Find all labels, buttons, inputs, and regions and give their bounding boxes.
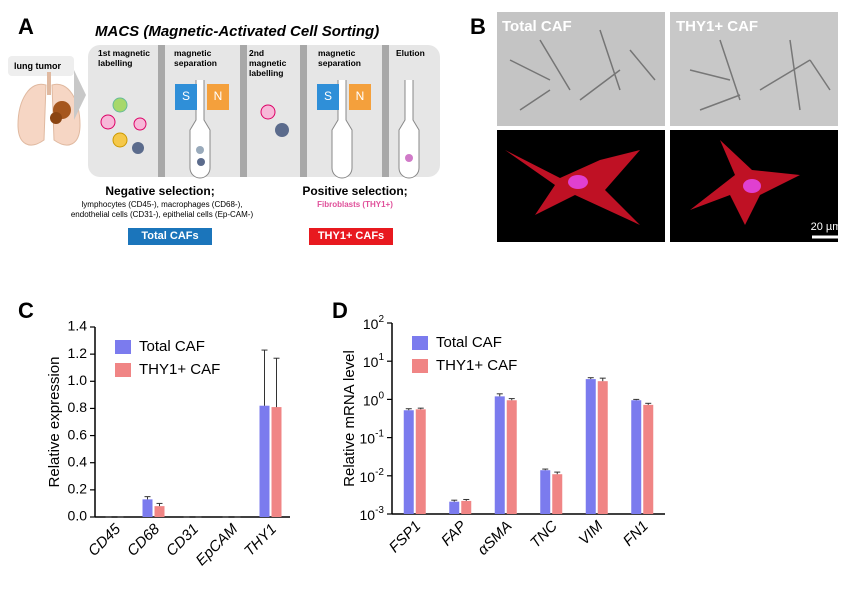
bar (461, 500, 472, 514)
x-tick-label: CD68 (124, 520, 164, 560)
x-tick-label: FSP1 (386, 518, 425, 557)
y-tick-label: 10-1 (360, 428, 385, 446)
step-label: 1st magnetic labelling (98, 48, 150, 68)
x-tick-label: FAP (438, 518, 470, 550)
bar (449, 501, 460, 514)
bar (403, 410, 414, 514)
bar (271, 407, 282, 517)
step-label: magnetic separation (318, 48, 361, 68)
bar (585, 379, 596, 514)
macs-diagram: S N S N (8, 45, 440, 179)
bar (597, 381, 608, 514)
y-tick-label: 10-3 (360, 505, 385, 523)
negative-detail: lymphocytes (CD45-), macrophages (CD68-)… (70, 200, 254, 219)
y-tick-label: 0.0 (68, 508, 88, 524)
magnet-label: S (324, 89, 332, 103)
panel-label: D (332, 298, 348, 323)
result-box: THY1+ CAFs (309, 228, 393, 245)
x-tick-label: αSMA (474, 518, 515, 559)
x-tick-label: THY1 (241, 521, 280, 560)
legend-swatch (115, 363, 131, 377)
result-box: Total CAFs (128, 228, 212, 245)
y-tick-label: 1.0 (68, 372, 88, 388)
y-tick-label: 101 (363, 352, 385, 370)
positive-heading: Positive selection; (302, 184, 408, 198)
bar (142, 499, 153, 517)
legend-label: THY1+ CAF (436, 357, 517, 374)
step-label: magnetic separation (174, 48, 217, 68)
magnet-label: S (182, 89, 190, 103)
magnet-label: N (214, 89, 223, 103)
y-axis-label: Relative expression (46, 357, 63, 488)
source-label: lung tumor (14, 61, 61, 71)
x-tick-label: EpCAM (193, 520, 242, 569)
y-tick-label: 0.6 (68, 426, 88, 442)
bar (552, 474, 563, 514)
y-tick-label: 1.4 (68, 318, 88, 334)
bar (259, 405, 270, 517)
bar (643, 404, 654, 514)
micrographs: Total CAF THY1+ CAF 20 µm (497, 12, 841, 242)
x-tick-label: FN1 (620, 518, 652, 550)
panel-label: C (18, 298, 34, 323)
legend-label: Total CAF (436, 334, 502, 351)
y-tick-label: 0.4 (68, 453, 88, 469)
bar (540, 470, 551, 514)
macs-title: MACS (Magnetic-Activated Cell Sorting) (95, 23, 380, 40)
positive-detail: Fibroblasts (THY1+) (317, 200, 393, 209)
scale-bar-label: 20 µm (811, 221, 842, 233)
panel-label: A (18, 14, 34, 39)
y-tick-label: 10-2 (360, 466, 385, 484)
legend-swatch (412, 336, 428, 350)
micrograph-label: Total CAF (502, 18, 572, 35)
step-label: 2nd magnetic labelling (249, 48, 287, 78)
bar (494, 396, 505, 514)
y-tick-label: 1.2 (68, 345, 88, 361)
y-tick-label: 102 (363, 314, 385, 332)
bar (415, 409, 426, 514)
micrograph-label: THY1+ CAF (676, 18, 758, 35)
legend-swatch (412, 359, 428, 373)
x-tick-label: TNC (527, 517, 561, 551)
bar (506, 400, 517, 514)
y-tick-label: 100 (363, 390, 385, 408)
y-axis-label: Relative mRNA level (341, 350, 358, 487)
legend-label: THY1+ CAF (139, 361, 220, 378)
panel-label: B (470, 14, 486, 39)
negative-heading: Negative selection; (105, 184, 215, 198)
x-tick-label: CD45 (85, 520, 125, 560)
bar (154, 506, 165, 517)
bar (631, 400, 642, 514)
x-tick-label: VIM (576, 517, 607, 548)
magnet-label: N (356, 89, 365, 103)
step-label: Elution (396, 48, 425, 58)
y-tick-label: 0.8 (68, 399, 88, 415)
legend-swatch (115, 340, 131, 354)
legend-label: Total CAF (139, 338, 205, 355)
y-tick-label: 0.2 (68, 481, 88, 497)
